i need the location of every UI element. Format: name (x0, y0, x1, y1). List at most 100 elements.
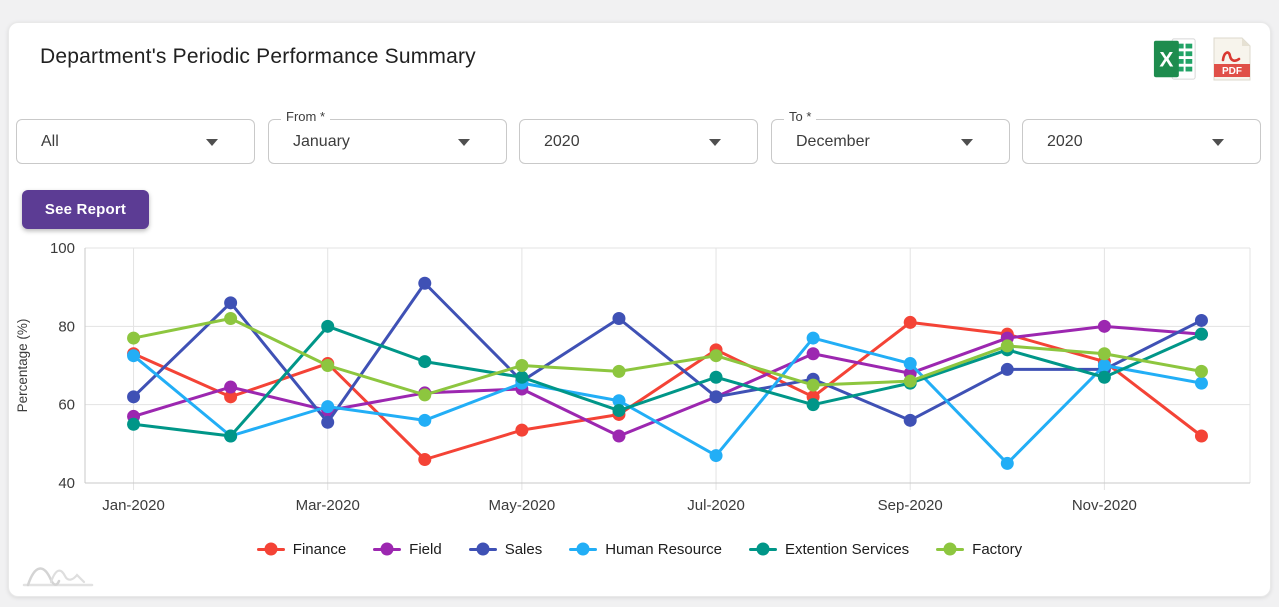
y-tick-label: 60 (58, 397, 75, 414)
data-point[interactable] (515, 423, 529, 437)
data-point[interactable] (224, 312, 238, 325)
y-tick-label: 40 (58, 475, 75, 492)
data-point[interactable] (1000, 339, 1014, 353)
sales-series-icon (468, 542, 497, 556)
field-series-icon (373, 542, 402, 556)
chevron-down-icon (961, 139, 973, 146)
data-point[interactable] (806, 331, 820, 345)
data-point[interactable] (1097, 319, 1111, 333)
data-point[interactable] (418, 388, 432, 402)
extention-services-series-icon (748, 542, 777, 556)
data-point[interactable] (903, 315, 917, 329)
data-point[interactable] (1000, 456, 1014, 470)
data-point[interactable] (1097, 370, 1111, 384)
data-point[interactable] (127, 349, 141, 363)
chart-legend: Finance Field Sales Human Resource Exten… (0, 533, 1279, 565)
from-label: From * (281, 109, 330, 124)
data-point[interactable] (418, 276, 432, 290)
legend-item-human-resource[interactable]: Human Resource (569, 541, 722, 558)
department-select-value: All (41, 133, 59, 150)
data-point[interactable] (224, 390, 238, 404)
data-point[interactable] (612, 312, 626, 325)
to-month-select-value: December (796, 133, 870, 150)
x-tick-label: Jul-2020 (687, 497, 745, 514)
legend-label: Human Resource (605, 540, 722, 558)
data-point[interactable] (1194, 429, 1208, 443)
data-point[interactable] (709, 449, 723, 463)
department-select[interactable]: All (16, 119, 255, 164)
x-tick-label: Sep-2020 (878, 497, 943, 514)
pdf-icon: PDF (1213, 37, 1251, 81)
pdf-export-icon[interactable]: PDF (1211, 36, 1253, 87)
excel-export-icon[interactable]: X (1152, 36, 1198, 87)
to-year-select-value: 2020 (1047, 133, 1083, 150)
legend-label: Finance (292, 540, 347, 558)
from-year-select-value: 2020 (544, 133, 580, 150)
chevron-down-icon (1212, 139, 1224, 146)
series-line-Sales (132, 281, 1203, 424)
data-point[interactable] (1097, 347, 1111, 361)
svg-text:PDF: PDF (1222, 66, 1242, 77)
report-card (8, 22, 1271, 597)
data-point[interactable] (127, 390, 141, 404)
human-resource-series-icon (569, 542, 598, 556)
data-point[interactable] (806, 347, 820, 361)
legend-item-factory[interactable]: Factory (936, 541, 1022, 558)
legend-label: Factory (972, 540, 1023, 558)
legend-item-extention-services[interactable]: Extention Services (748, 541, 909, 558)
data-point[interactable] (612, 404, 626, 418)
x-tick-label: May-2020 (489, 497, 556, 514)
data-point[interactable] (709, 390, 723, 404)
data-point[interactable] (127, 417, 141, 431)
data-point[interactable] (1097, 359, 1111, 372)
data-point[interactable] (1194, 327, 1208, 341)
legend-item-field[interactable]: Field (373, 541, 442, 558)
data-point[interactable] (709, 370, 723, 384)
to-month-select[interactable]: To * December (771, 109, 1010, 164)
from-month-select[interactable]: From * January (268, 109, 507, 164)
data-point[interactable] (806, 398, 820, 412)
data-point[interactable] (418, 355, 432, 369)
data-point[interactable] (1194, 313, 1208, 327)
legend-label: Sales (504, 540, 543, 558)
data-point[interactable] (515, 370, 529, 384)
series-line-Extention Services (132, 324, 1203, 438)
data-point[interactable] (224, 380, 238, 394)
data-point[interactable] (1194, 376, 1208, 390)
data-point[interactable] (321, 400, 335, 414)
from-year-select[interactable]: 2020 (519, 119, 758, 164)
data-point[interactable] (418, 453, 432, 466)
data-point[interactable] (903, 374, 917, 388)
data-point[interactable] (709, 349, 723, 363)
data-point[interactable] (903, 413, 917, 427)
data-point[interactable] (612, 364, 626, 378)
x-tick-label: Mar-2020 (296, 497, 360, 514)
from-month-select-value: January (293, 133, 350, 150)
data-point[interactable] (321, 415, 335, 429)
data-point[interactable] (1000, 362, 1014, 376)
data-point[interactable] (321, 319, 335, 333)
data-point[interactable] (1194, 364, 1208, 378)
series-line-Human Resource (132, 336, 1203, 465)
chevron-down-icon (206, 139, 218, 146)
data-point[interactable] (806, 378, 820, 392)
x-tick-label: Nov-2020 (1072, 497, 1137, 514)
data-point[interactable] (418, 413, 432, 427)
performance-line-chart: 40 60 80 100 Jan-2020 Mar-2020 May-2020 Jul-202… (15, 240, 1251, 514)
to-label: To * (784, 109, 817, 124)
legend-item-sales[interactable]: Sales (468, 540, 543, 558)
chevron-down-icon (458, 139, 470, 146)
data-point[interactable] (612, 394, 626, 408)
legend-label: Field (409, 540, 442, 558)
data-point[interactable] (224, 429, 238, 443)
data-point[interactable] (127, 331, 141, 345)
legend-item-finance[interactable]: Finance (256, 540, 347, 558)
data-point[interactable] (612, 429, 626, 443)
series-line-Factory (132, 317, 1203, 397)
data-point[interactable] (321, 359, 335, 372)
data-point[interactable] (224, 296, 238, 310)
data-point[interactable] (515, 359, 529, 372)
data-point[interactable] (903, 357, 917, 371)
to-year-select[interactable]: 2020 (1022, 119, 1261, 164)
see-report-button[interactable]: See Report (22, 190, 149, 229)
